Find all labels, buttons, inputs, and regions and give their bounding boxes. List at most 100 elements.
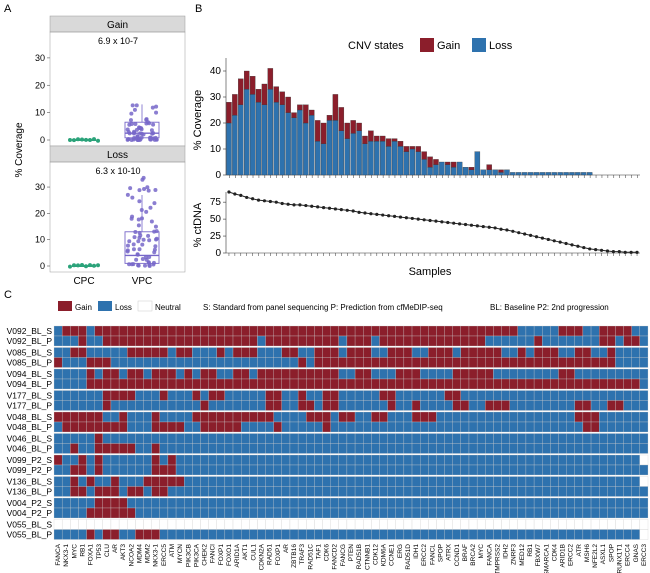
column-label: CDK4 bbox=[551, 544, 558, 562]
cell bbox=[110, 519, 120, 530]
bar-loss bbox=[480, 169, 486, 176]
column-label: RAD51 bbox=[267, 544, 274, 565]
cell bbox=[533, 390, 543, 401]
bar-gain bbox=[445, 161, 451, 165]
bar-gain bbox=[303, 104, 309, 124]
ctdna-point bbox=[588, 247, 592, 251]
bar-loss bbox=[563, 172, 569, 176]
cell bbox=[110, 443, 120, 454]
bar-loss bbox=[575, 172, 581, 176]
cell bbox=[346, 464, 356, 476]
cell bbox=[232, 497, 242, 509]
cell bbox=[460, 519, 470, 530]
cell bbox=[94, 497, 103, 509]
cell bbox=[566, 433, 575, 444]
cell bbox=[61, 325, 71, 337]
bar-loss bbox=[380, 141, 386, 176]
cell bbox=[257, 507, 266, 519]
cell bbox=[86, 476, 95, 487]
cell bbox=[241, 378, 250, 390]
cell bbox=[86, 519, 95, 530]
column-label: ARID1A bbox=[234, 543, 241, 567]
cell bbox=[542, 476, 551, 487]
cell bbox=[566, 507, 575, 519]
cell bbox=[53, 507, 63, 519]
vpc-point bbox=[154, 236, 159, 241]
cell bbox=[346, 454, 356, 466]
cell bbox=[395, 400, 405, 411]
cell bbox=[86, 433, 95, 444]
cell bbox=[208, 464, 217, 476]
cell bbox=[322, 421, 331, 433]
cell bbox=[615, 357, 624, 368]
cell bbox=[53, 347, 63, 358]
cell bbox=[330, 421, 339, 433]
cell bbox=[542, 529, 551, 540]
cell bbox=[289, 507, 299, 519]
ctdna-point bbox=[310, 204, 314, 208]
cell bbox=[346, 443, 356, 454]
cell bbox=[590, 497, 600, 509]
cell bbox=[297, 507, 307, 519]
cell bbox=[550, 357, 559, 368]
cell bbox=[501, 476, 510, 487]
cell bbox=[476, 464, 486, 476]
cell bbox=[623, 454, 632, 466]
cell bbox=[322, 443, 331, 454]
cell bbox=[273, 476, 282, 487]
bar-loss bbox=[261, 104, 268, 176]
cell bbox=[615, 464, 624, 476]
cell bbox=[476, 357, 486, 368]
cell bbox=[558, 347, 567, 358]
cell bbox=[403, 507, 413, 519]
cell bbox=[232, 421, 242, 433]
cell bbox=[387, 519, 396, 530]
cell bbox=[118, 421, 128, 433]
cell bbox=[257, 357, 266, 368]
cell bbox=[354, 486, 364, 497]
cell bbox=[61, 443, 71, 454]
cell bbox=[639, 390, 649, 401]
cell bbox=[428, 443, 437, 454]
cell bbox=[338, 433, 348, 444]
cell bbox=[590, 529, 600, 540]
cell bbox=[501, 325, 510, 337]
cell bbox=[232, 335, 242, 347]
column-label: RUNX1T1 bbox=[617, 544, 624, 573]
cell bbox=[493, 400, 502, 411]
bar-gain bbox=[350, 120, 356, 134]
vpc-point bbox=[132, 235, 137, 240]
column-label: AR bbox=[112, 544, 119, 553]
cell bbox=[167, 476, 177, 487]
column-label: ATR bbox=[576, 544, 583, 557]
ctdna-point bbox=[617, 250, 621, 254]
cell bbox=[281, 529, 291, 540]
cell bbox=[127, 497, 136, 509]
cell bbox=[297, 519, 307, 530]
row-label: V177_BL_S bbox=[7, 391, 53, 401]
cell bbox=[485, 497, 494, 509]
cell bbox=[216, 529, 226, 540]
cell bbox=[509, 325, 518, 337]
vpc-point bbox=[130, 214, 135, 219]
cell bbox=[159, 378, 169, 390]
cell bbox=[78, 507, 87, 519]
cell bbox=[468, 433, 478, 444]
cell bbox=[110, 325, 120, 337]
cell bbox=[387, 378, 396, 390]
cell bbox=[94, 411, 103, 423]
cell bbox=[485, 368, 494, 380]
cell bbox=[135, 400, 144, 411]
cell bbox=[86, 390, 95, 401]
cell bbox=[566, 519, 575, 530]
cell bbox=[184, 368, 193, 380]
cell bbox=[533, 325, 543, 337]
cell bbox=[265, 390, 274, 401]
cell bbox=[338, 497, 348, 509]
cell bbox=[460, 421, 470, 433]
ctdna-point bbox=[227, 190, 231, 194]
cell bbox=[232, 400, 242, 411]
cell bbox=[509, 368, 518, 380]
cell bbox=[151, 347, 160, 358]
panel-b-coverage: % Coverage % ctDNA Samples CNV states Ga… bbox=[192, 38, 640, 278]
